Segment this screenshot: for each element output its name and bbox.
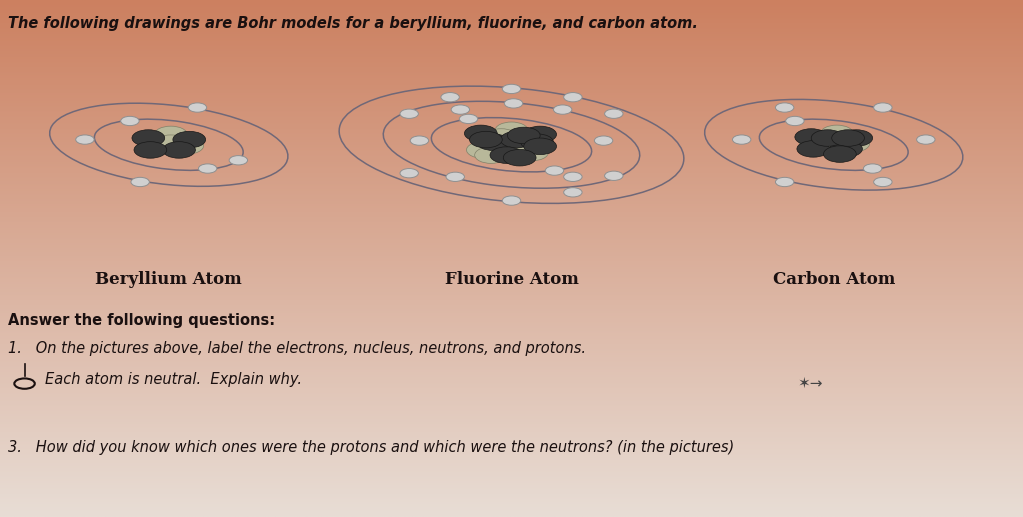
Circle shape bbox=[840, 130, 873, 146]
Circle shape bbox=[516, 144, 548, 161]
Circle shape bbox=[477, 134, 509, 150]
Circle shape bbox=[863, 164, 882, 173]
Circle shape bbox=[732, 135, 751, 144]
Circle shape bbox=[605, 171, 623, 180]
Circle shape bbox=[134, 142, 167, 158]
Circle shape bbox=[799, 133, 832, 150]
Circle shape bbox=[824, 146, 856, 162]
Circle shape bbox=[154, 135, 187, 151]
Circle shape bbox=[142, 138, 175, 155]
Circle shape bbox=[464, 125, 497, 142]
Circle shape bbox=[163, 142, 195, 158]
Circle shape bbox=[131, 177, 149, 187]
Circle shape bbox=[874, 103, 892, 112]
Circle shape bbox=[553, 105, 572, 114]
Circle shape bbox=[775, 177, 794, 187]
Text: ✶→: ✶→ bbox=[798, 376, 824, 391]
Circle shape bbox=[524, 138, 557, 155]
Text: 1.   On the pictures above, label the electrons, nucleus, neutrons, and protons.: 1. On the pictures above, label the elec… bbox=[8, 341, 586, 356]
Text: Fluorine Atom: Fluorine Atom bbox=[445, 271, 578, 287]
Circle shape bbox=[400, 169, 418, 178]
Circle shape bbox=[874, 177, 892, 187]
Circle shape bbox=[154, 126, 187, 143]
Circle shape bbox=[485, 129, 518, 145]
Circle shape bbox=[545, 166, 564, 175]
Circle shape bbox=[502, 84, 521, 94]
Circle shape bbox=[495, 122, 528, 139]
Circle shape bbox=[564, 172, 582, 181]
Circle shape bbox=[564, 188, 582, 197]
Circle shape bbox=[807, 138, 840, 154]
Circle shape bbox=[470, 131, 502, 148]
Text: The following drawings are Bohr models for a beryllium, fluorine, and carbon ato: The following drawings are Bohr models f… bbox=[8, 16, 698, 31]
Circle shape bbox=[820, 125, 853, 142]
Circle shape bbox=[490, 147, 523, 163]
Circle shape bbox=[510, 134, 543, 150]
Circle shape bbox=[917, 135, 935, 144]
Circle shape bbox=[775, 103, 794, 112]
Circle shape bbox=[410, 136, 429, 145]
Circle shape bbox=[811, 130, 844, 146]
Circle shape bbox=[500, 131, 533, 148]
Circle shape bbox=[198, 164, 217, 173]
Circle shape bbox=[132, 130, 165, 146]
Circle shape bbox=[497, 142, 530, 158]
Circle shape bbox=[832, 130, 864, 146]
Circle shape bbox=[786, 116, 804, 126]
Circle shape bbox=[830, 141, 862, 157]
Text: Carbon Atom: Carbon Atom bbox=[772, 271, 895, 287]
Text: Beryllium Atom: Beryllium Atom bbox=[95, 271, 242, 287]
Circle shape bbox=[173, 131, 206, 148]
Circle shape bbox=[797, 141, 830, 157]
Text: Each atom is neutral.  Explain why.: Each atom is neutral. Explain why. bbox=[45, 372, 302, 387]
Circle shape bbox=[521, 134, 553, 150]
Circle shape bbox=[503, 149, 536, 166]
Circle shape bbox=[459, 114, 478, 124]
Circle shape bbox=[817, 133, 850, 150]
Circle shape bbox=[446, 172, 464, 181]
Circle shape bbox=[524, 126, 557, 143]
Circle shape bbox=[507, 127, 540, 144]
Circle shape bbox=[76, 135, 94, 144]
Circle shape bbox=[171, 138, 204, 154]
Circle shape bbox=[188, 103, 207, 112]
Circle shape bbox=[121, 116, 139, 126]
Circle shape bbox=[466, 142, 499, 158]
Circle shape bbox=[795, 129, 828, 145]
Circle shape bbox=[451, 105, 470, 114]
Circle shape bbox=[605, 109, 623, 118]
Text: 3.   How did you know which ones were the protons and which were the neutrons? (: 3. How did you know which ones were the … bbox=[8, 440, 735, 455]
Circle shape bbox=[564, 93, 582, 102]
Circle shape bbox=[441, 93, 459, 102]
Circle shape bbox=[504, 99, 523, 108]
Text: Answer the following questions:: Answer the following questions: bbox=[8, 313, 275, 328]
Circle shape bbox=[400, 109, 418, 118]
Circle shape bbox=[594, 136, 613, 145]
Circle shape bbox=[837, 135, 870, 152]
Circle shape bbox=[475, 147, 507, 163]
Circle shape bbox=[229, 156, 248, 165]
Circle shape bbox=[502, 196, 521, 205]
